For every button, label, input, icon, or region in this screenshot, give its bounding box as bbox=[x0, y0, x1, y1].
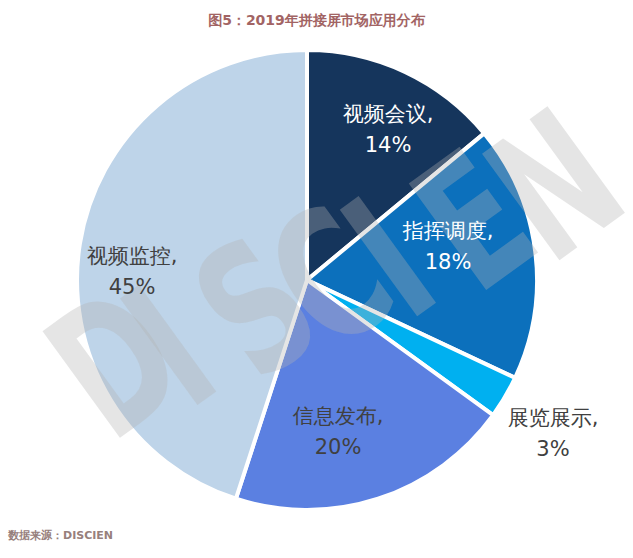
slice-label-视频监控: 视频监控,45% bbox=[87, 241, 178, 303]
chart-page: 图5：2019年拼接屏市场应用分布 DISCIEN 视频会议,14%指挥调度,1… bbox=[0, 0, 633, 558]
slice-label-指挥调度: 指挥调度,18% bbox=[403, 216, 494, 278]
slice-label-信息发布: 信息发布,20% bbox=[293, 401, 384, 463]
slice-label-视频会议: 视频会议,14% bbox=[343, 99, 434, 161]
slice-labels: 视频会议,14% 指挥调度,18% 展览展示,3% 信息发布,20% 视频监控,45% bbox=[0, 0, 633, 558]
data-source: 数据来源：DISCIEN bbox=[8, 528, 113, 543]
slice-label-展览展示: 展览展示,3% bbox=[508, 403, 599, 465]
